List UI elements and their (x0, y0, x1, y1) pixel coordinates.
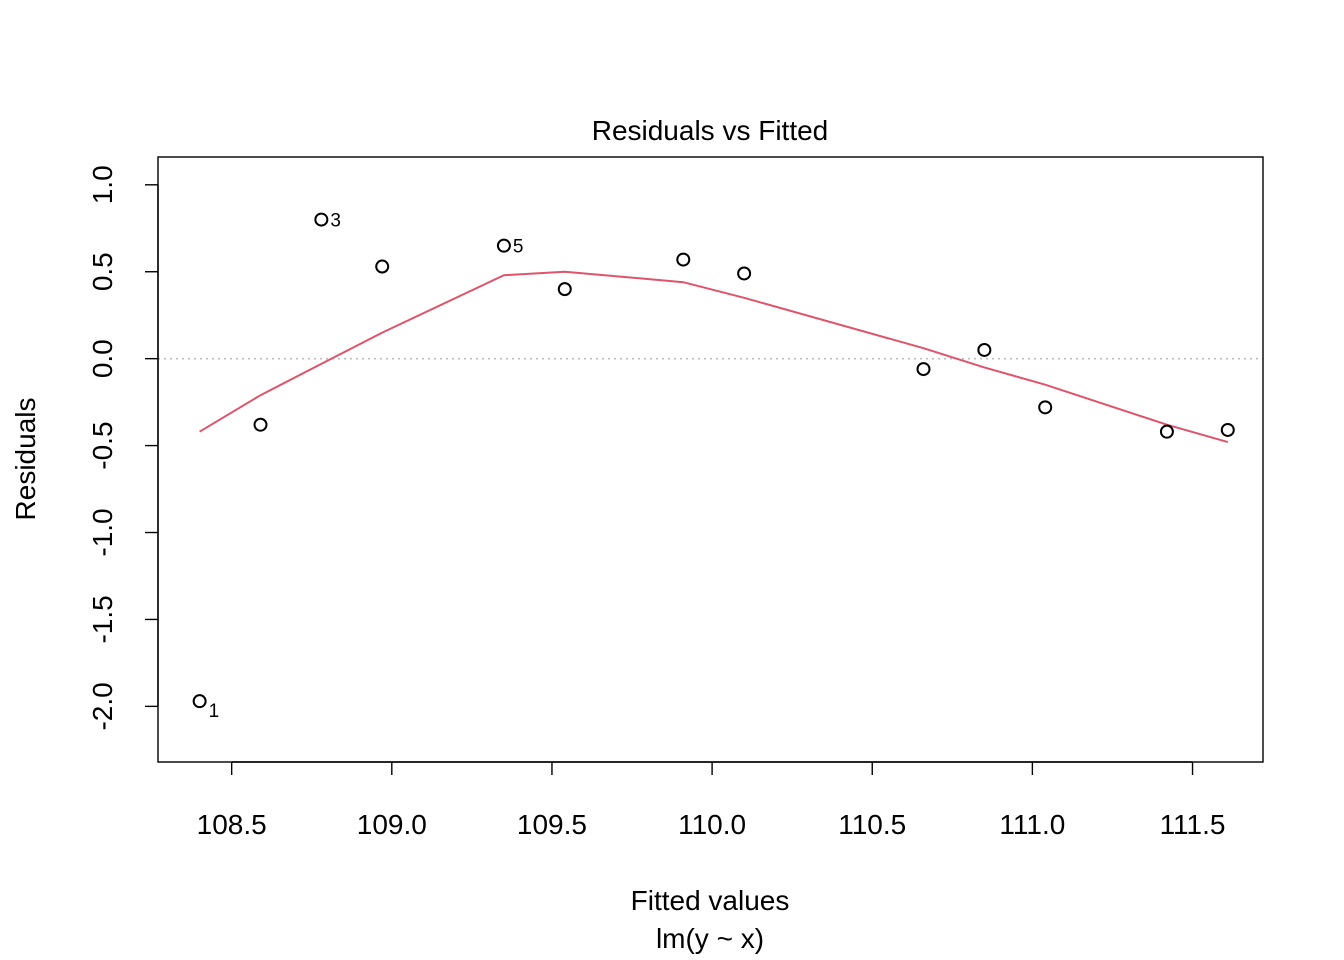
residual-point (375, 259, 390, 274)
x-tick-label: 110.0 (678, 809, 746, 840)
residual-point (977, 342, 992, 357)
y-axis: -2.0 -1.5 -1.0 -0.5 0.0 0.5 1.0 (87, 165, 159, 731)
residual-point (1038, 400, 1053, 415)
y-tick-label: -1.0 (87, 508, 118, 556)
x-axis-label: Fitted values (631, 885, 790, 916)
chart-title: Residuals vs Fitted (592, 115, 829, 146)
x-tick-label: 111.0 (999, 809, 1065, 840)
x-tick-label: 108.5 (197, 809, 267, 840)
y-tick-label: -0.5 (87, 421, 118, 469)
smoother-line-layer (199, 270, 1229, 444)
residual-point (737, 266, 752, 281)
residual-point (557, 282, 572, 297)
residual-point (253, 417, 268, 432)
y-tick-label: -1.5 (87, 595, 118, 643)
residual-point (496, 238, 511, 253)
x-axis-sublabel: lm(y ~ x) (656, 923, 764, 954)
point-label: 5 (513, 237, 524, 258)
residual-point (314, 212, 329, 227)
residual-points-layer (192, 212, 1235, 709)
y-tick-label: -2.0 (87, 682, 118, 730)
y-tick-label: 1.0 (87, 165, 118, 204)
residual-point (676, 252, 691, 267)
y-tick-label: 0.0 (87, 339, 118, 378)
x-tick-label: 109.5 (517, 809, 587, 840)
x-axis: 108.5 109.0 109.5 110.0 110.5 111.0 111.5 (197, 761, 1226, 840)
residual-point (192, 694, 207, 709)
point-label: 1 (209, 701, 220, 722)
x-tick-label: 110.5 (838, 809, 906, 840)
residual-point (1220, 422, 1235, 437)
x-tick-label: 111.5 (1160, 809, 1226, 840)
point-labels-layer: 1 3 5 (209, 211, 524, 723)
y-tick-label: 0.5 (87, 252, 118, 291)
residual-point (916, 362, 931, 377)
point-label: 3 (330, 211, 341, 232)
residual-point (1159, 424, 1174, 439)
x-tick-label: 109.0 (357, 809, 427, 840)
y-axis-label: Residuals (10, 398, 41, 521)
smoother-line (199, 270, 1229, 444)
